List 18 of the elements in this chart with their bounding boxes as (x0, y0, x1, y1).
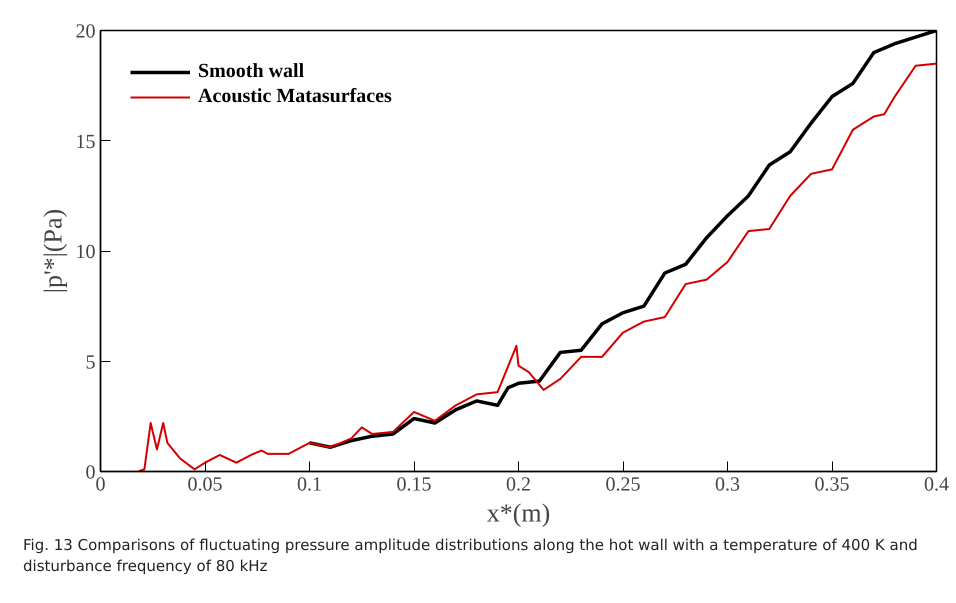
x-tick-label: 0.3 (715, 474, 740, 496)
line-series (137, 62, 936, 472)
x-tick-label: 0.05 (188, 474, 222, 496)
x-tick-label: 0.25 (606, 474, 640, 496)
caption: Fig. 13 Comparisons of fluctuating pressure amplitude distributions along the hot wall with a temperature of 400 K and disturbance frequency of 80 kHz (23, 535, 919, 578)
x-tick-label: 0.4 (924, 474, 949, 496)
y-tick-label: 15 (76, 130, 96, 153)
y-tick-label: 5 (86, 351, 96, 374)
legend-label: Smooth wall (198, 60, 304, 83)
y-tick-label: 10 (76, 241, 96, 263)
y-tick-label: 20 (76, 20, 96, 42)
x-tick-label: 0.1 (297, 474, 322, 496)
x-tick-label: 0.35 (814, 474, 850, 496)
x-axis-title: x*(m) (486, 498, 550, 528)
x-tick-label: 0.2 (506, 474, 531, 496)
x-tick-label: 0.15 (396, 474, 432, 496)
y-axis-title: |p'*|(Pa) (38, 208, 68, 294)
legend-label: Acoustic Matasurfaces (198, 85, 392, 108)
